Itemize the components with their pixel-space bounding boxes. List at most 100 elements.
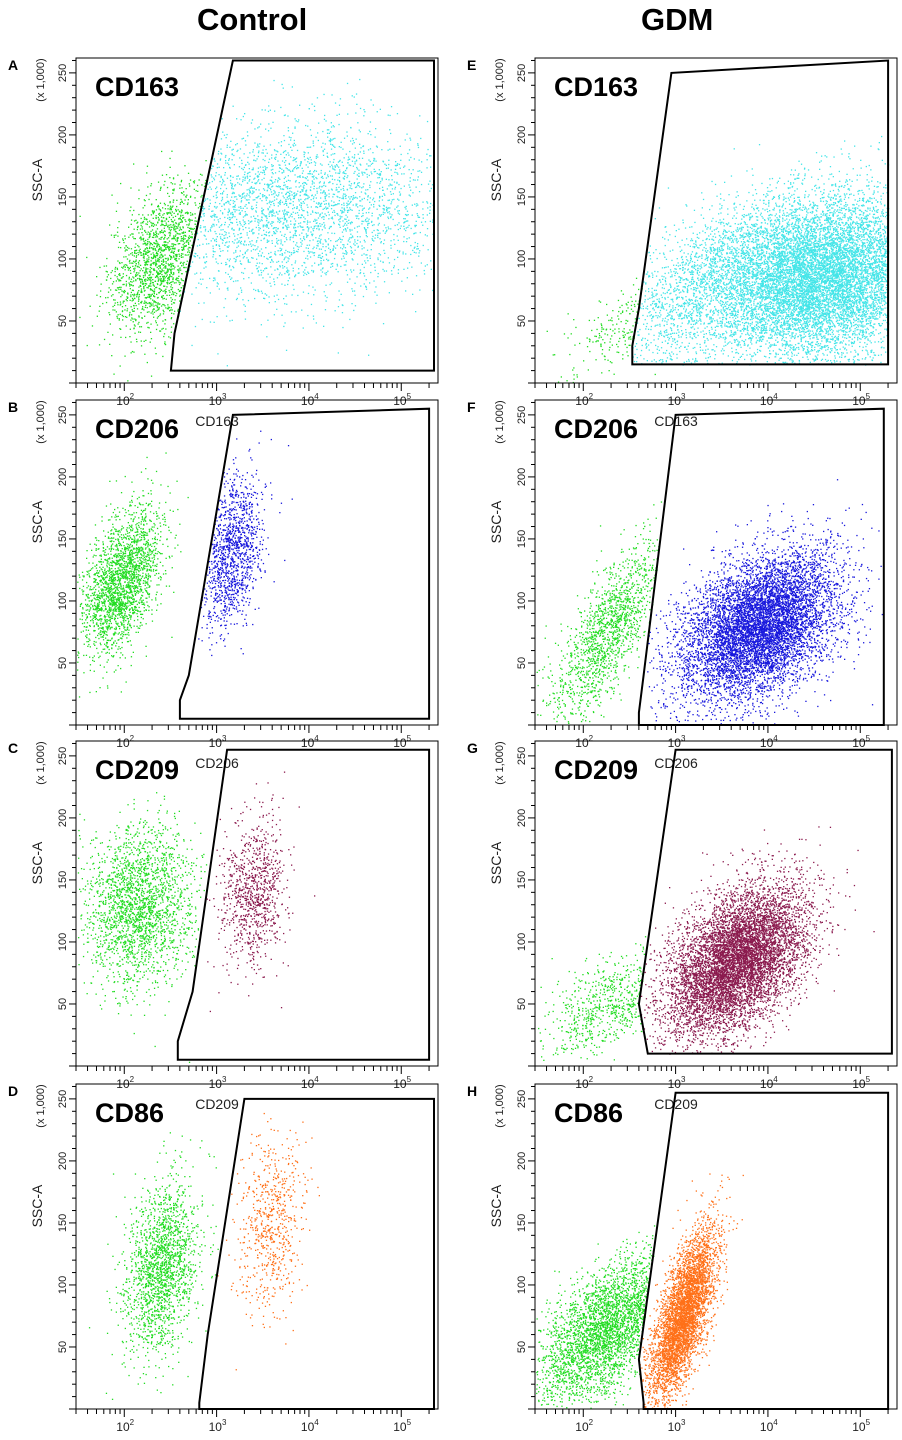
x-tick-label: 104 bbox=[760, 1418, 778, 1434]
events bbox=[536, 479, 883, 725]
events bbox=[77, 430, 293, 698]
y-tick-label: 50 bbox=[516, 315, 528, 327]
y-tick-label: 50 bbox=[57, 315, 69, 327]
panel-letter: A bbox=[8, 57, 18, 73]
y-tick-label: 150 bbox=[516, 871, 528, 889]
plot-frame bbox=[75, 1083, 439, 1410]
y-tick-label: 250 bbox=[57, 406, 69, 424]
scatter-plot-e: 102 103 104 105 CD163 50 100 150 200 250 (x 1,000)… bbox=[467, 57, 898, 429]
plot-frame bbox=[534, 1083, 898, 1410]
x-tick-label: 103 bbox=[668, 734, 686, 750]
title-backdrop bbox=[551, 751, 645, 785]
column-title-control: Control bbox=[197, 2, 307, 38]
population-negative bbox=[79, 150, 207, 382]
title-backdrop bbox=[92, 1094, 168, 1128]
panel-title: CD163 bbox=[554, 72, 638, 102]
y-axis-ticks bbox=[528, 1085, 535, 1410]
panel-letter: F bbox=[467, 399, 476, 415]
y-tick-label: 50 bbox=[516, 998, 528, 1010]
plot-frame bbox=[534, 740, 898, 1067]
gate-outline[interactable] bbox=[637, 748, 893, 1055]
x-axis-label: CD206 bbox=[195, 755, 239, 771]
y-tick-label: 250 bbox=[516, 64, 528, 82]
title-backdrop bbox=[551, 68, 645, 102]
population-negative bbox=[536, 501, 666, 724]
y-axis-ticks bbox=[528, 401, 535, 726]
y-axis-multiplier: (x 1,000) bbox=[35, 400, 47, 443]
x-tick-label: 105 bbox=[393, 734, 411, 750]
population-positive bbox=[640, 826, 875, 1055]
events bbox=[88, 1112, 320, 1400]
y-axis-ticks bbox=[69, 1085, 76, 1410]
panel-f: 102 103 104 105 CD206 50 100 150 200 250 (x 1,000)… bbox=[459, 392, 902, 771]
y-tick-label: 100 bbox=[516, 933, 528, 951]
y-tick-label: 200 bbox=[516, 1152, 528, 1170]
panel-letter: D bbox=[8, 1083, 18, 1099]
panel-letter: G bbox=[467, 740, 478, 756]
gate-outline[interactable] bbox=[631, 59, 890, 366]
population-positive bbox=[644, 135, 890, 366]
y-tick-label: 250 bbox=[57, 747, 69, 765]
plot-frame bbox=[75, 740, 439, 1067]
population-negative bbox=[77, 452, 189, 698]
scatter-plot-b: 102 103 104 105 CD206 50 100 150 200 250 (x 1,000)… bbox=[8, 399, 439, 771]
panel-letter: E bbox=[467, 57, 476, 73]
y-axis-label: SSC-A bbox=[488, 1184, 504, 1227]
y-tick-label: 250 bbox=[516, 747, 528, 765]
y-axis-label: SSC-A bbox=[488, 841, 504, 884]
gate-outline[interactable] bbox=[198, 1097, 435, 1410]
population-positive bbox=[198, 430, 293, 657]
panel-b: 102 103 104 105 CD206 50 100 150 200 250 (x 1,000)… bbox=[0, 392, 443, 771]
title-backdrop bbox=[92, 68, 186, 102]
population-negative bbox=[88, 1132, 219, 1400]
scatter-plot-d: 102 103 104 105 CD86 50 100 150 200 250 (x 1,000) S… bbox=[8, 1083, 439, 1440]
x-tick-label: 104 bbox=[301, 734, 319, 750]
y-axis-ticks bbox=[528, 59, 535, 384]
plot-frame bbox=[534, 57, 898, 384]
panel-a: 102 103 104 105 CD163 50 100 150 200 250 (x 1,000)… bbox=[0, 50, 443, 429]
y-axis-label: SSC-A bbox=[488, 158, 504, 201]
scatter-plot-a: 102 103 104 105 CD163 50 100 150 200 250 (x 1,000)… bbox=[8, 57, 439, 429]
y-axis-multiplier: (x 1,000) bbox=[494, 1084, 506, 1127]
x-axis-ticks bbox=[75, 1066, 430, 1074]
population-positive bbox=[639, 1173, 744, 1410]
gate-outline[interactable] bbox=[178, 407, 431, 720]
y-axis-multiplier: (x 1,000) bbox=[494, 58, 506, 101]
y-tick-label: 200 bbox=[516, 468, 528, 486]
gate-outline[interactable] bbox=[169, 59, 435, 372]
x-axis-ticks bbox=[75, 725, 430, 733]
y-tick-label: 150 bbox=[516, 1214, 528, 1232]
population-negative bbox=[538, 936, 648, 1061]
x-axis-ticks bbox=[75, 383, 430, 391]
y-axis-label: SSC-A bbox=[29, 500, 45, 543]
x-tick-label: 102 bbox=[575, 1418, 593, 1434]
panel-letter: B bbox=[8, 399, 18, 415]
y-axis-ticks bbox=[528, 742, 535, 1067]
y-tick-label: 200 bbox=[57, 468, 69, 486]
x-axis-label: CD209 bbox=[195, 1096, 239, 1112]
panel-c: 102 103 104 105 CD209 50 100 150 200 250 (x 1,000)… bbox=[0, 733, 443, 1112]
title-backdrop bbox=[92, 751, 186, 785]
panel-title: CD209 bbox=[554, 755, 638, 785]
y-tick-label: 150 bbox=[57, 1214, 69, 1232]
y-axis-label: SSC-A bbox=[29, 841, 45, 884]
title-backdrop bbox=[551, 410, 645, 444]
y-tick-label: 150 bbox=[57, 530, 69, 548]
y-tick-label: 50 bbox=[516, 657, 528, 669]
population-positive bbox=[206, 771, 316, 1013]
gate-outline[interactable] bbox=[637, 407, 885, 726]
x-axis-label: CD206 bbox=[654, 755, 698, 771]
population-negative bbox=[536, 1225, 656, 1409]
gate-outline[interactable] bbox=[176, 748, 431, 1061]
y-tick-label: 150 bbox=[57, 871, 69, 889]
population-negative bbox=[77, 792, 208, 1063]
x-tick-label: 102 bbox=[116, 734, 134, 750]
title-backdrop bbox=[551, 1094, 627, 1128]
population-positive bbox=[179, 78, 435, 367]
x-axis-label: CD209 bbox=[654, 1096, 698, 1112]
events bbox=[79, 78, 435, 382]
scatter-plot-f: 102 103 104 105 CD206 50 100 150 200 250 (x 1,000)… bbox=[467, 399, 898, 771]
x-tick-label: 105 bbox=[852, 734, 870, 750]
panel-title: CD206 bbox=[95, 414, 179, 444]
